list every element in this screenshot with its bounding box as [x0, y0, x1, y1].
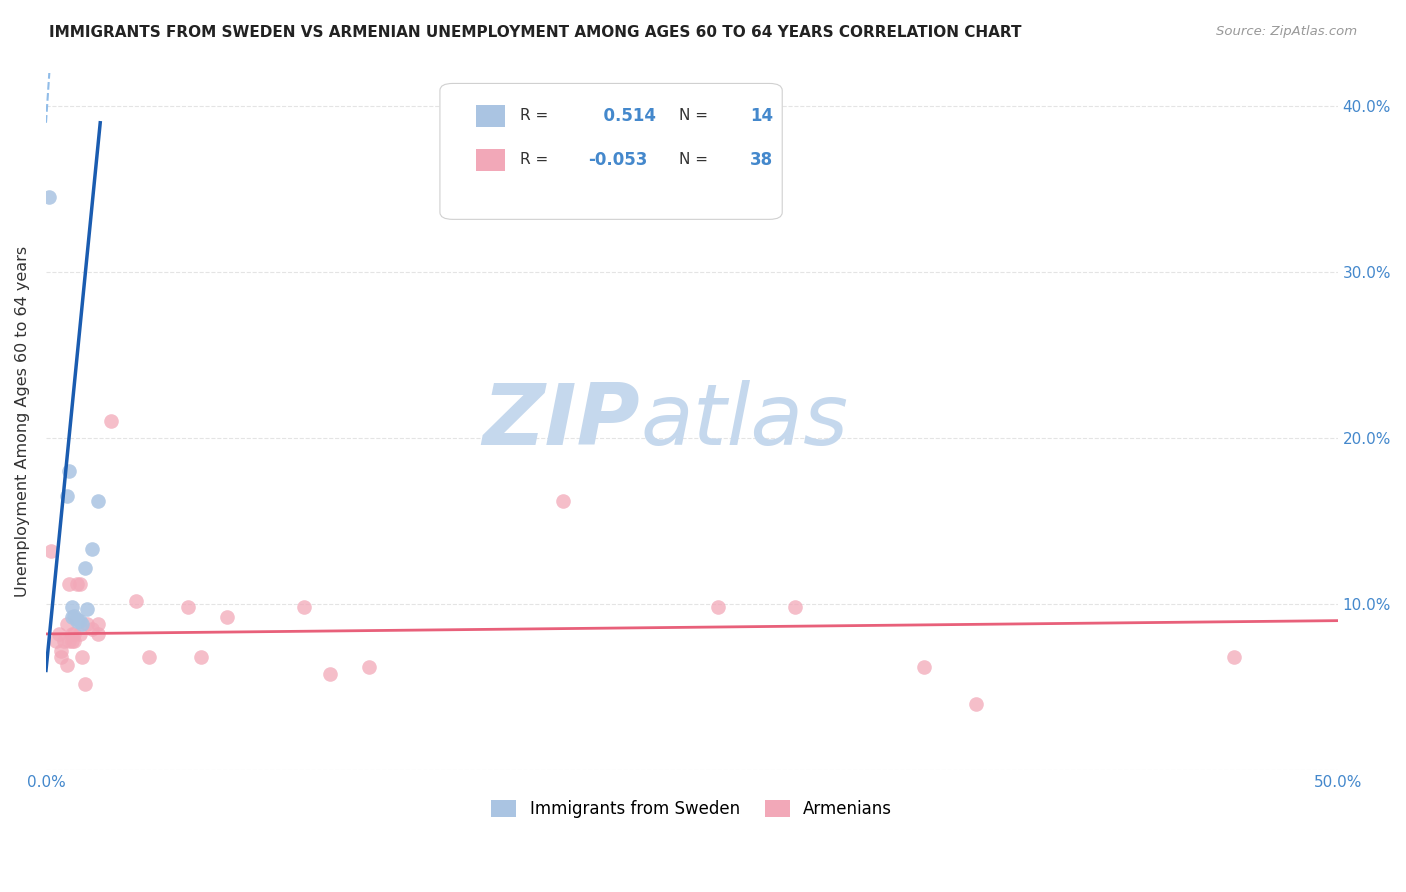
Text: -0.053: -0.053: [589, 151, 648, 169]
Text: 0.514: 0.514: [592, 107, 657, 125]
Point: [58, 577, 80, 591]
Text: R =: R =: [520, 153, 548, 168]
Point: [86, 627, 108, 641]
Point: [76, 617, 98, 632]
Text: 14: 14: [749, 107, 773, 125]
Legend: Immigrants from Sweden, Armenians: Immigrants from Sweden, Armenians: [485, 793, 898, 824]
FancyBboxPatch shape: [440, 84, 782, 219]
Point: [58, 633, 80, 648]
Point: [215, 610, 238, 624]
Point: [319, 666, 342, 681]
Point: [73, 676, 96, 690]
Point: [51, 643, 73, 657]
Point: [63, 608, 86, 623]
Point: [86, 494, 108, 508]
Point: [63, 627, 86, 641]
Point: [55, 658, 77, 673]
Text: 38: 38: [749, 151, 773, 169]
Point: [60, 600, 83, 615]
Point: [76, 602, 98, 616]
FancyBboxPatch shape: [477, 105, 505, 127]
Point: [965, 697, 987, 711]
Point: [58, 464, 80, 478]
Point: [70, 650, 93, 665]
Point: [60, 610, 83, 624]
Point: [82, 542, 104, 557]
Point: [912, 660, 935, 674]
Point: [138, 650, 160, 665]
Point: [66, 614, 89, 628]
Point: [100, 415, 122, 429]
Point: [1223, 650, 1246, 665]
Text: ZIP: ZIP: [482, 380, 640, 463]
Point: [53, 633, 76, 648]
Text: N =: N =: [679, 109, 707, 123]
Point: [69, 614, 91, 628]
Text: N =: N =: [679, 153, 707, 168]
Point: [48, 627, 70, 641]
Point: [69, 577, 91, 591]
Point: [177, 600, 200, 615]
Point: [70, 617, 93, 632]
Point: [292, 600, 315, 615]
Text: IMMIGRANTS FROM SWEDEN VS ARMENIAN UNEMPLOYMENT AMONG AGES 60 TO 64 YEARS CORREL: IMMIGRANTS FROM SWEDEN VS ARMENIAN UNEMP…: [49, 25, 1022, 40]
Y-axis label: Unemployment Among Ages 60 to 64 years: Unemployment Among Ages 60 to 64 years: [15, 246, 30, 597]
Point: [51, 650, 73, 665]
Point: [60, 633, 83, 648]
Point: [55, 617, 77, 632]
Point: [69, 627, 91, 641]
Point: [190, 650, 212, 665]
Point: [39, 544, 62, 558]
Point: [38, 190, 60, 204]
Text: atlas: atlas: [640, 380, 848, 463]
Point: [125, 593, 148, 607]
Point: [706, 600, 728, 615]
Point: [73, 560, 96, 574]
Point: [45, 633, 67, 648]
Point: [63, 633, 86, 648]
Text: Source: ZipAtlas.com: Source: ZipAtlas.com: [1216, 25, 1357, 38]
Point: [785, 600, 807, 615]
Point: [66, 577, 89, 591]
Point: [82, 622, 104, 636]
Point: [66, 612, 89, 626]
Text: R =: R =: [520, 109, 548, 123]
Point: [60, 627, 83, 641]
FancyBboxPatch shape: [477, 149, 505, 170]
Point: [551, 494, 574, 508]
Point: [357, 660, 380, 674]
Point: [55, 489, 77, 503]
Point: [86, 617, 108, 632]
